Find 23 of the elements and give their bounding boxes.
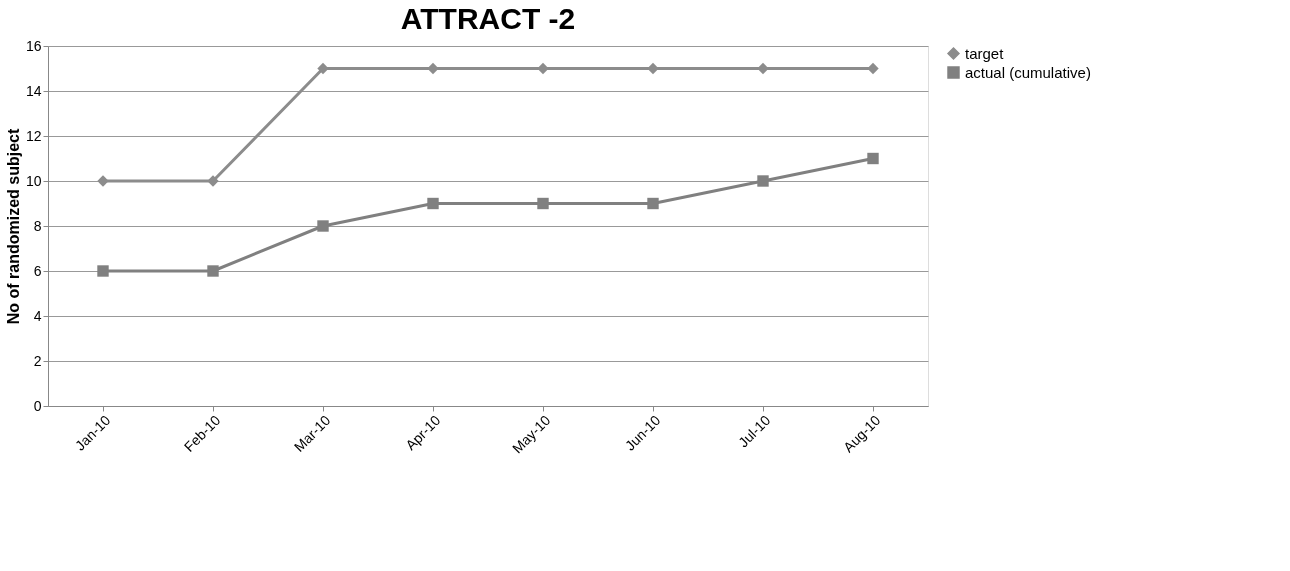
- y-tick-label: 14: [25, 82, 42, 99]
- y-tick-label: 12: [25, 127, 42, 144]
- point: [647, 197, 659, 210]
- y-tick-label: 6: [33, 262, 42, 279]
- y-tick-label: 4: [33, 307, 42, 324]
- point: [207, 175, 219, 187]
- point: [427, 197, 439, 210]
- point: [97, 175, 109, 187]
- y-tick-label: 8: [33, 217, 42, 234]
- point: [757, 175, 769, 187]
- y-tick-label: 0: [33, 397, 42, 414]
- chart-title: ATTRACT -2: [400, 2, 576, 35]
- y-tick-label: 2: [33, 352, 42, 369]
- point: [97, 265, 109, 277]
- point: [537, 197, 549, 210]
- point: [207, 265, 219, 277]
- legend-label: actual (cumulative): [965, 63, 1091, 81]
- y-axis-title: No of randomized subject: [4, 128, 22, 325]
- point: [317, 220, 329, 232]
- point: [867, 152, 879, 165]
- y-tick-label: 10: [25, 172, 42, 189]
- legend-label: target: [965, 44, 1005, 62]
- y-tick-label: 16: [25, 37, 42, 54]
